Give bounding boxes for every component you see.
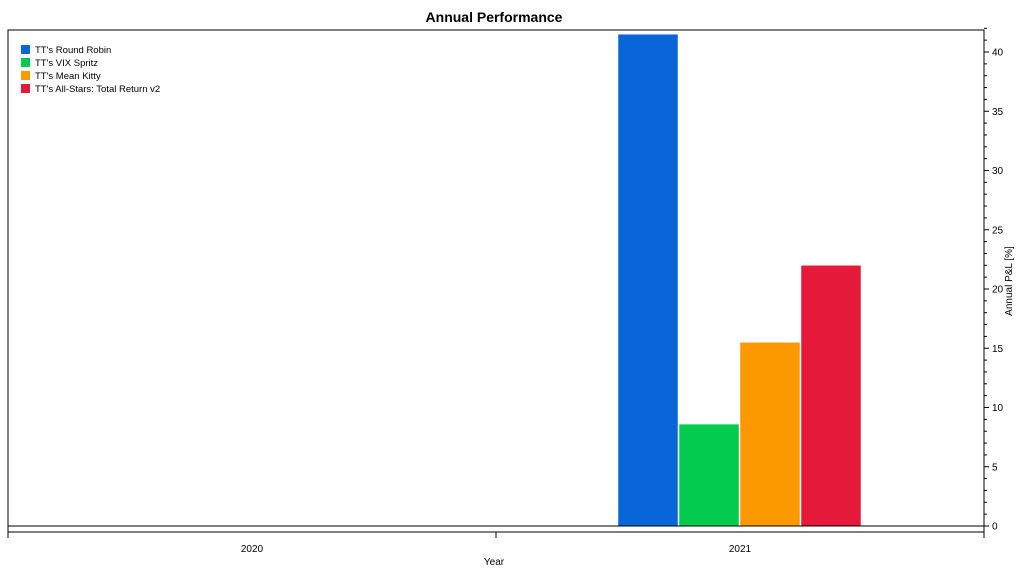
x-tick-label: 2020: [241, 544, 264, 555]
y-tick-label: 35: [992, 107, 1004, 118]
bar: [678, 423, 740, 527]
legend-label: TT's Mean Kitty: [35, 71, 101, 82]
legend: TT's Round Robin TT's VIX Spritz TT's Mean…: [21, 45, 160, 95]
chart-title: Annual Performance: [426, 9, 563, 25]
y-axis: 0 5 10 15 20 25 30 35 40: [8, 27, 1004, 533]
y-tick-label: 30: [992, 166, 1004, 177]
y-tick-label: 25: [992, 225, 1004, 236]
y-tick-label: 10: [992, 403, 1004, 414]
legend-swatch: [21, 84, 30, 93]
legend-swatch: [21, 45, 30, 54]
y-tick-label: 20: [992, 285, 1004, 296]
y-tick-label: 5: [992, 462, 998, 473]
x-axis-label: Year: [484, 557, 505, 568]
x-tick-label: 2021: [729, 544, 752, 555]
bar: [617, 33, 679, 527]
bar: [800, 265, 862, 527]
y-tick-label: 15: [992, 344, 1004, 355]
bars-layer: [617, 33, 862, 527]
legend-swatch: [21, 58, 30, 67]
y-axis-label: Annual P&L [%]: [1004, 246, 1015, 316]
legend-label: TT's Round Robin: [35, 45, 111, 56]
y-tick-label: 40: [992, 48, 1004, 59]
bar: [739, 342, 801, 527]
y-tick-label: 0: [992, 522, 998, 533]
legend-label: TT's VIX Spritz: [35, 58, 98, 69]
legend-swatch: [21, 71, 30, 80]
x-axis: 2020 2021: [7, 532, 985, 555]
legend-label: TT's All-Stars: Total Return v2: [35, 84, 160, 95]
